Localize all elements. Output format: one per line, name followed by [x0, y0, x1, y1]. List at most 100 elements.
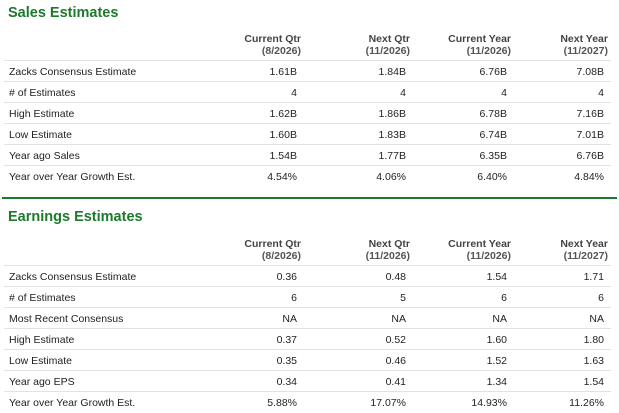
cell-next-year: 7.01B — [576, 129, 604, 141]
earnings-estimates-title: Earnings Estimates — [8, 209, 143, 225]
cell-current-year: 1.34 — [486, 376, 507, 388]
earnings-col-next-year: Next Year (11/2027) — [560, 238, 608, 262]
cell-current-qtr: 0.34 — [276, 376, 297, 388]
table-row: High Estimate 0.37 0.52 1.60 1.80 — [4, 328, 611, 350]
cell-current-year: 4 — [501, 87, 507, 99]
cell-next-qtr: 5 — [400, 292, 406, 304]
cell-current-year: 1.54 — [486, 271, 507, 283]
cell-current-qtr: 1.60B — [269, 129, 297, 141]
col-label: Next Year — [560, 238, 608, 250]
cell-current-year: 6.74B — [479, 129, 507, 141]
col-label: Next Qtr — [368, 238, 410, 250]
row-label: # of Estimates — [9, 87, 76, 99]
col-period: (11/2026) — [365, 45, 410, 57]
cell-next-year: 7.16B — [576, 108, 604, 120]
earnings-col-current-qtr: Current Qtr (8/2026) — [244, 238, 301, 262]
earnings-col-current-year: Current Year (11/2026) — [448, 238, 511, 262]
cell-next-qtr: 17.07% — [370, 397, 406, 409]
sales-col-current-qtr: Current Qtr (8/2026) — [244, 33, 301, 57]
col-period: (11/2026) — [466, 250, 511, 262]
cell-current-year: 6.76B — [479, 66, 507, 78]
table-row: Zacks Consensus Estimate 1.61B 1.84B 6.7… — [4, 60, 611, 82]
cell-next-year: NA — [589, 313, 604, 325]
sales-estimates-title: Sales Estimates — [8, 5, 119, 21]
table-row: Zacks Consensus Estimate 0.36 0.48 1.54 … — [4, 265, 611, 287]
cell-next-year: 1.71 — [583, 271, 604, 283]
cell-next-qtr: 0.52 — [385, 334, 406, 346]
col-period: (11/2027) — [563, 250, 608, 262]
cell-current-qtr: 6 — [291, 292, 297, 304]
cell-next-year: 6.76B — [576, 150, 604, 162]
col-period: (8/2026) — [261, 250, 301, 262]
col-period: (11/2026) — [466, 45, 511, 57]
cell-current-year: 1.52 — [486, 355, 507, 367]
sales-col-next-qtr: Next Qtr (11/2026) — [366, 33, 410, 57]
table-row: Low Estimate 1.60B 1.83B 6.74B 7.01B — [4, 123, 611, 145]
row-label: # of Estimates — [9, 292, 76, 304]
cell-current-qtr: 0.36 — [276, 271, 297, 283]
cell-current-year: 6 — [501, 292, 507, 304]
table-row: Year over Year Growth Est. 5.88% 17.07% … — [4, 391, 611, 413]
cell-current-year: 14.93% — [471, 397, 507, 409]
cell-current-qtr: 1.62B — [269, 108, 297, 120]
section-divider — [2, 197, 617, 199]
cell-current-qtr: 1.54B — [269, 150, 297, 162]
table-row: Most Recent Consensus NA NA NA NA — [4, 307, 611, 329]
cell-current-qtr: 5.88% — [267, 397, 297, 409]
table-row: High Estimate 1.62B 1.86B 6.78B 7.16B — [4, 102, 611, 124]
cell-next-year: 1.80 — [583, 334, 604, 346]
row-label: Year over Year Growth Est. — [9, 397, 136, 409]
row-label: Year over Year Growth Est. — [9, 171, 136, 183]
row-label: High Estimate — [9, 334, 75, 346]
cell-current-year: 6.78B — [479, 108, 507, 120]
cell-next-qtr: 1.77B — [378, 150, 406, 162]
row-label: Year ago EPS — [9, 376, 75, 388]
col-label: Current Year — [448, 238, 511, 250]
cell-next-qtr: 0.46 — [385, 355, 406, 367]
table-row: Year over Year Growth Est. 4.54% 4.06% 6… — [4, 165, 611, 187]
table-row: Year ago Sales 1.54B 1.77B 6.35B 6.76B — [4, 144, 611, 166]
row-label: Low Estimate — [9, 129, 73, 141]
table-row: Year ago EPS 0.34 0.41 1.34 1.54 — [4, 370, 611, 392]
cell-current-qtr: 1.61B — [269, 66, 297, 78]
cell-next-qtr: 0.41 — [385, 376, 406, 388]
cell-next-qtr: 1.86B — [378, 108, 406, 120]
sales-col-current-year: Current Year (11/2026) — [448, 33, 511, 57]
row-label: Year ago Sales — [9, 150, 80, 162]
cell-current-qtr: 4 — [291, 87, 297, 99]
cell-next-qtr: 1.83B — [378, 129, 406, 141]
col-period: (8/2026) — [261, 45, 301, 57]
cell-current-year: 6.40% — [477, 171, 507, 183]
table-row: # of Estimates 6 5 6 6 — [4, 286, 611, 308]
cell-next-year: 11.26% — [569, 397, 604, 409]
cell-next-year: 7.08B — [576, 66, 604, 78]
cell-current-qtr: NA — [282, 313, 297, 325]
col-label: Next Year — [560, 33, 608, 45]
col-label: Current Qtr — [244, 238, 301, 250]
row-label: Low Estimate — [9, 355, 73, 367]
cell-next-year: 1.63 — [583, 355, 604, 367]
cell-next-qtr: 1.84B — [378, 66, 406, 78]
sales-col-next-year: Next Year (11/2027) — [560, 33, 608, 57]
row-label: Zacks Consensus Estimate — [9, 66, 137, 78]
row-label: High Estimate — [9, 108, 75, 120]
row-label: Zacks Consensus Estimate — [9, 271, 137, 283]
cell-next-qtr: 4 — [400, 87, 406, 99]
cell-next-qtr: NA — [391, 313, 406, 325]
table-row: Low Estimate 0.35 0.46 1.52 1.63 — [4, 349, 611, 371]
col-label: Current Year — [448, 33, 511, 45]
cell-current-year: 1.60 — [486, 334, 507, 346]
cell-next-year: 4 — [598, 87, 604, 99]
cell-next-qtr: 0.48 — [385, 271, 406, 283]
cell-current-qtr: 0.37 — [276, 334, 297, 346]
cell-current-qtr: 0.35 — [276, 355, 297, 367]
cell-current-year: NA — [492, 313, 507, 325]
cell-next-year: 4.84% — [574, 171, 604, 183]
earnings-col-next-qtr: Next Qtr (11/2026) — [366, 238, 410, 262]
col-label: Current Qtr — [244, 33, 301, 45]
col-period: (11/2026) — [365, 250, 410, 262]
cell-current-qtr: 4.54% — [267, 171, 297, 183]
table-row: # of Estimates 4 4 4 4 — [4, 81, 611, 103]
cell-current-year: 6.35B — [479, 150, 507, 162]
